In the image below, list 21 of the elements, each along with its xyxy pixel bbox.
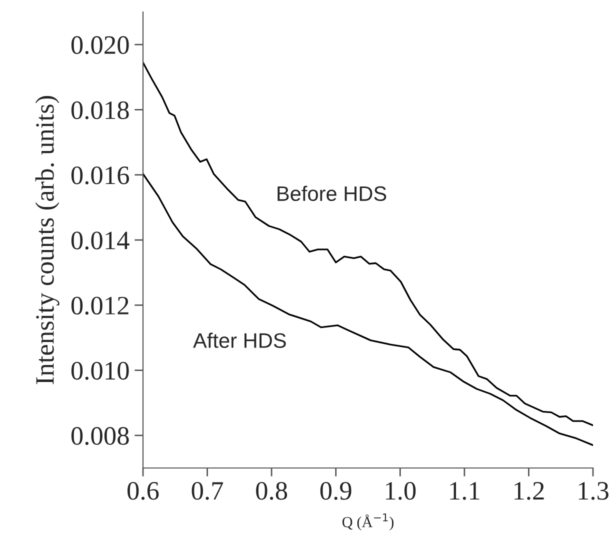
x-tick-label: 1.3: [578, 482, 608, 500]
y-tick-label: 0.008: [71, 427, 129, 445]
y-axis-title: Intensity counts (arb. units): [35, 96, 60, 384]
y-tick-label: 0.014: [71, 232, 130, 250]
x-axis-title: Q (Å$^{−1}$): [342, 513, 394, 530]
line-series: [143, 62, 593, 426]
x-tick-label: 1.1: [450, 482, 480, 500]
x-tick-label: 0.9: [320, 482, 352, 500]
y-tick-label: 0.016: [71, 166, 130, 184]
x-tick-label: 0.6: [128, 482, 159, 500]
y-tick-label: 0.012: [71, 296, 128, 315]
x-tick-label: 1.2: [514, 482, 544, 500]
x-tick-label: 1.0: [386, 482, 416, 500]
series-label: After HDS: [193, 332, 286, 348]
y-tick-label: 0.018: [71, 101, 129, 120]
y-tick-label: 0.010: [71, 362, 129, 380]
x-tick-label: 0.7: [192, 482, 224, 500]
line-series: [143, 173, 593, 446]
y-tick-label: 0.020: [71, 36, 129, 54]
x-tick-label: 0.8: [256, 482, 288, 500]
series-label: Before HDS: [278, 186, 386, 202]
